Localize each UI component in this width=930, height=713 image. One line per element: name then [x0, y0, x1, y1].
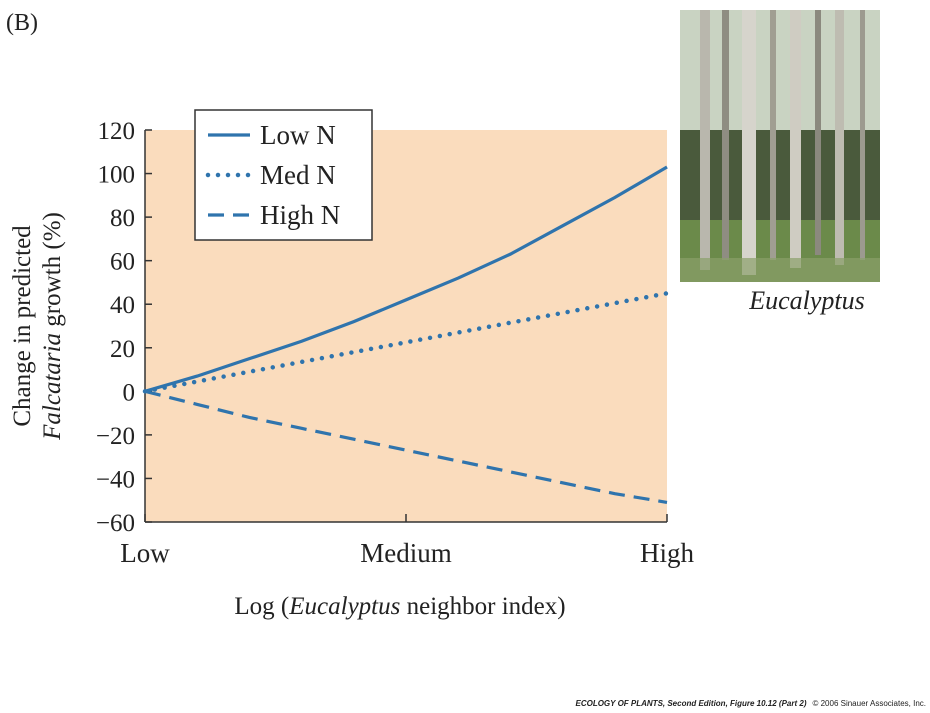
y-label-line: Change in predicted: [9, 225, 36, 427]
panel-label: (B): [6, 10, 38, 36]
photo: [680, 10, 880, 282]
y-tick-label: 20: [110, 336, 135, 363]
y-tick-label: 120: [98, 118, 136, 145]
x-label-italic: Eucalyptus: [288, 593, 400, 620]
x-tick-label: High: [640, 538, 695, 568]
y-tick-label: −40: [96, 466, 135, 493]
line-series: [144, 165, 668, 393]
line-series: [142, 291, 670, 394]
x-label-part: Log (: [234, 593, 289, 620]
y-tick-label: −60: [96, 510, 135, 537]
x-tick-label: Medium: [360, 538, 452, 568]
credit: ECOLOGY OF PLANTS, Second Edition, Figur…: [575, 699, 926, 708]
legend: [194, 109, 373, 241]
photo-caption: Eucalyptus: [748, 286, 865, 315]
y-tick-label: 60: [110, 249, 135, 276]
y-tick-label: −20: [96, 423, 135, 450]
x-label: Log (Eucalyptus neighbor index): [234, 593, 565, 620]
credit-title: ECOLOGY OF PLANTS, Second Edition, Figur…: [575, 699, 806, 708]
y-label-rest: growth (%): [39, 212, 66, 333]
y-tick-label: 80: [110, 205, 135, 232]
legend-label: Med N: [260, 160, 336, 190]
x-tick-label: Low: [120, 538, 170, 568]
y-tick-label: 40: [110, 292, 135, 319]
line-series: [144, 389, 668, 504]
credit-copyright: © 2006 Sinauer Associates, Inc.: [812, 699, 926, 708]
y-label: Change in predicted Falcataria growth (%): [9, 212, 66, 441]
y-tick-label: 0: [123, 379, 136, 406]
legend-label: High N: [260, 200, 340, 230]
y-label-italic: Falcataria: [39, 333, 66, 441]
y-tick-label: 100: [98, 162, 136, 189]
x-label-part: neighbor index): [400, 593, 565, 620]
legend-label: Low N: [260, 120, 336, 150]
